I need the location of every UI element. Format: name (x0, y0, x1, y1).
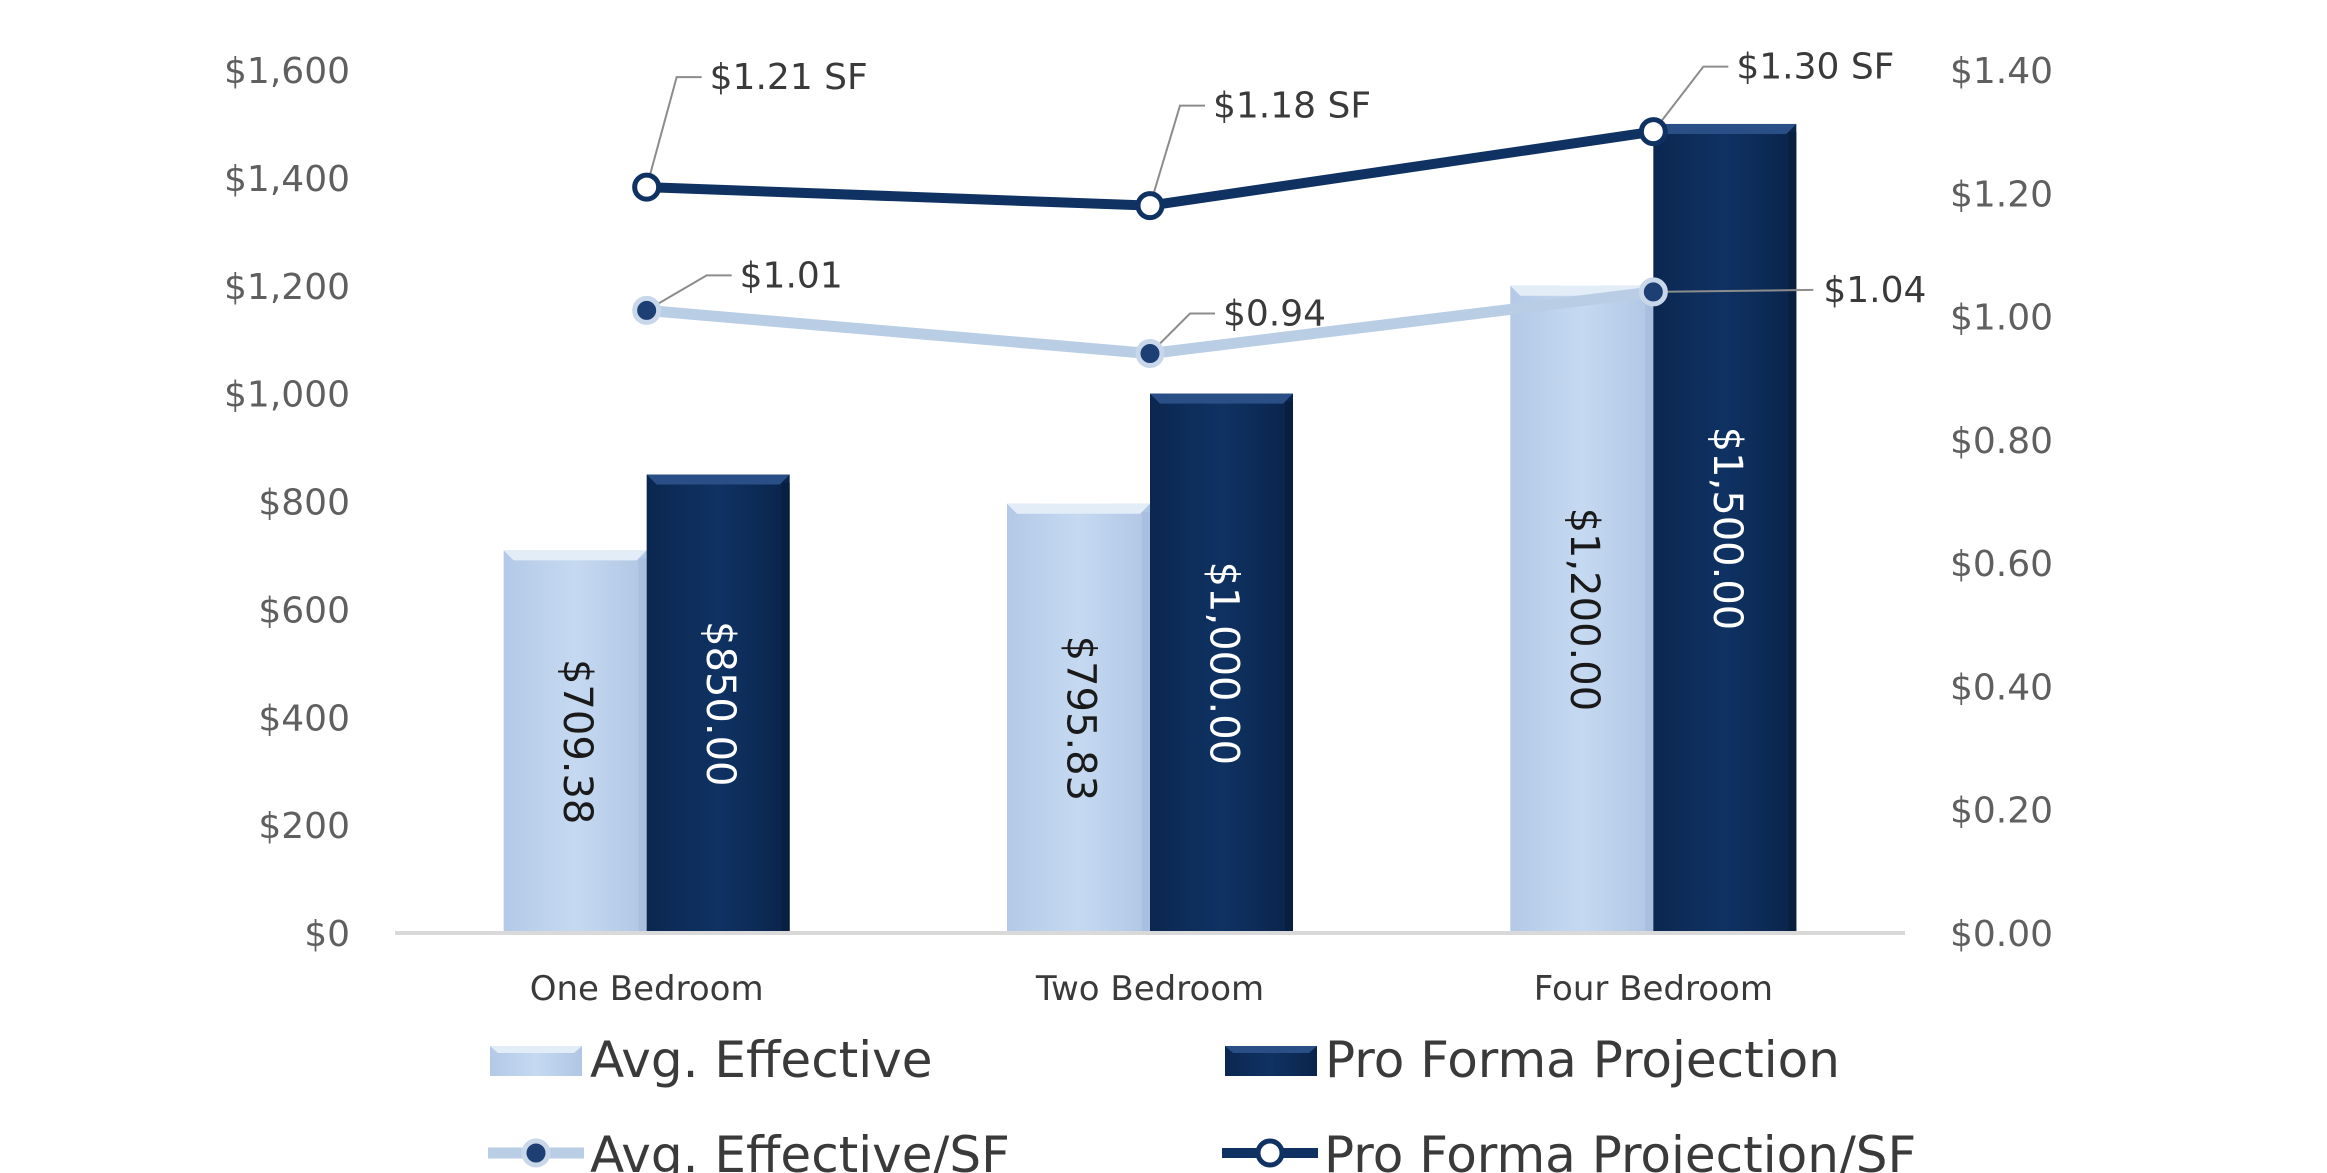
legend-pro-forma-sf-label: Pro Forma Projection/SF (1324, 1126, 1916, 1173)
avg-effective-sf-point (1135, 339, 1165, 369)
avg-effective-bar-edge (1645, 293, 1654, 933)
avg-effective-sf-point (1638, 277, 1668, 307)
category-label: One Bedroom (530, 969, 764, 1009)
avg-effective-sf-data-label: $0.94 (1223, 294, 1326, 335)
pro-forma-sf-data-label: $1.18 SF (1213, 86, 1371, 127)
pro-forma-sf-leader-line (645, 76, 702, 188)
left-axis-tick-label: $800 (258, 483, 350, 524)
avg-effective-bar-label: $795.83 (1058, 636, 1104, 801)
avg-effective-sf-data-label: $1.04 (1823, 270, 1926, 311)
legend-pro-forma-label: Pro Forma Projection (1325, 1031, 1840, 1089)
avg-effective-bar-edge (1142, 511, 1150, 933)
pro-forma-bar-edge (1788, 131, 1797, 933)
left-axis-tick-label: $200 (258, 806, 350, 847)
left-axis-tick-label: $0 (304, 914, 350, 955)
right-axis-tick-label: $0.60 (1950, 544, 2053, 585)
legend-avg-effective-label: Avg. Effective (590, 1031, 933, 1089)
avg-effective-bar-bevel (503, 550, 647, 561)
left-axis-tick-label: $1,400 (224, 159, 350, 200)
pro-forma-sf-data-label: $1.30 SF (1736, 47, 1894, 88)
right-axis-tick-label: $0.20 (1950, 791, 2053, 832)
right-axis-tick-label: $0.80 (1950, 421, 2053, 462)
left-axis-tick-label: $600 (258, 590, 350, 631)
legend-avg-effective-sf-swatch-marker (521, 1138, 551, 1168)
left-axis-tick-label: $1,000 (224, 375, 350, 416)
pro-forma-sf-point (632, 172, 662, 202)
avg-effective-bar (1007, 503, 1150, 933)
right-axis-tick-label: $0.00 (1950, 914, 2053, 955)
avg-effective-bar-bevel (1007, 503, 1150, 514)
avg-effective-bar-edge (638, 558, 647, 933)
legend-pro-forma-sf-swatch-marker (1255, 1138, 1285, 1168)
pro-forma-bar-label: $1,000.00 (1201, 562, 1247, 766)
pro-forma-sf-point (1135, 191, 1165, 221)
left-axis-tick-label: $1,200 (224, 267, 350, 308)
legend-avg-effective-sf-label: Avg. Effective/SF (590, 1126, 1010, 1173)
left-axis-tick-label: $400 (258, 698, 350, 739)
avg-effective-sf-leader-line (1149, 312, 1215, 355)
right-axis-tick-label: $1.20 (1950, 174, 2053, 215)
avg-effective-bar-label: $709.38 (554, 659, 600, 824)
right-axis-tick-label: $1.40 (1950, 51, 2053, 92)
avg-effective-sf-data-label: $1.01 (740, 255, 843, 296)
legend-pro-forma-swatch-bevel (1225, 1046, 1317, 1053)
right-axis-tick-label: $1.00 (1950, 298, 2053, 339)
pro-forma-bar (1150, 393, 1293, 933)
pro-forma-bar (1653, 123, 1797, 933)
avg-effective-bar (1510, 285, 1654, 933)
category-label: Four Bedroom (1534, 969, 1773, 1009)
avg-effective-bar (503, 550, 647, 933)
pro-forma-bar-bevel (1150, 393, 1293, 404)
legend-avg-effective-swatch-bevel (490, 1046, 582, 1053)
avg-effective-sf-leader-line (646, 274, 732, 312)
pro-forma-bar-edge (781, 482, 790, 933)
left-axis-tick-label: $1,600 (224, 51, 350, 92)
avg-effective-sf-leader-line (1653, 288, 1814, 293)
pro-forma-sf-leader-line (1149, 104, 1205, 206)
right-axis-tick-label: $0.40 (1950, 667, 2053, 708)
pro-forma-bar-edge (1285, 401, 1293, 933)
pro-forma-sf-data-label: $1.21 SF (710, 57, 868, 98)
pro-forma-bar-label: $850.00 (697, 621, 743, 786)
pro-forma-bar-bevel (1653, 123, 1797, 134)
pro-forma-bar-label: $1,500.00 (1704, 427, 1750, 631)
avg-effective-bar-label: $1,200.00 (1561, 508, 1607, 712)
pro-forma-sf-leader-line (1652, 65, 1729, 133)
category-label: Two Bedroom (1035, 969, 1264, 1009)
pro-forma-bar (646, 474, 790, 933)
pro-forma-bar-bevel (646, 474, 790, 485)
avg-effective-sf-point (632, 295, 662, 325)
pro-forma-sf-point (1638, 117, 1668, 147)
